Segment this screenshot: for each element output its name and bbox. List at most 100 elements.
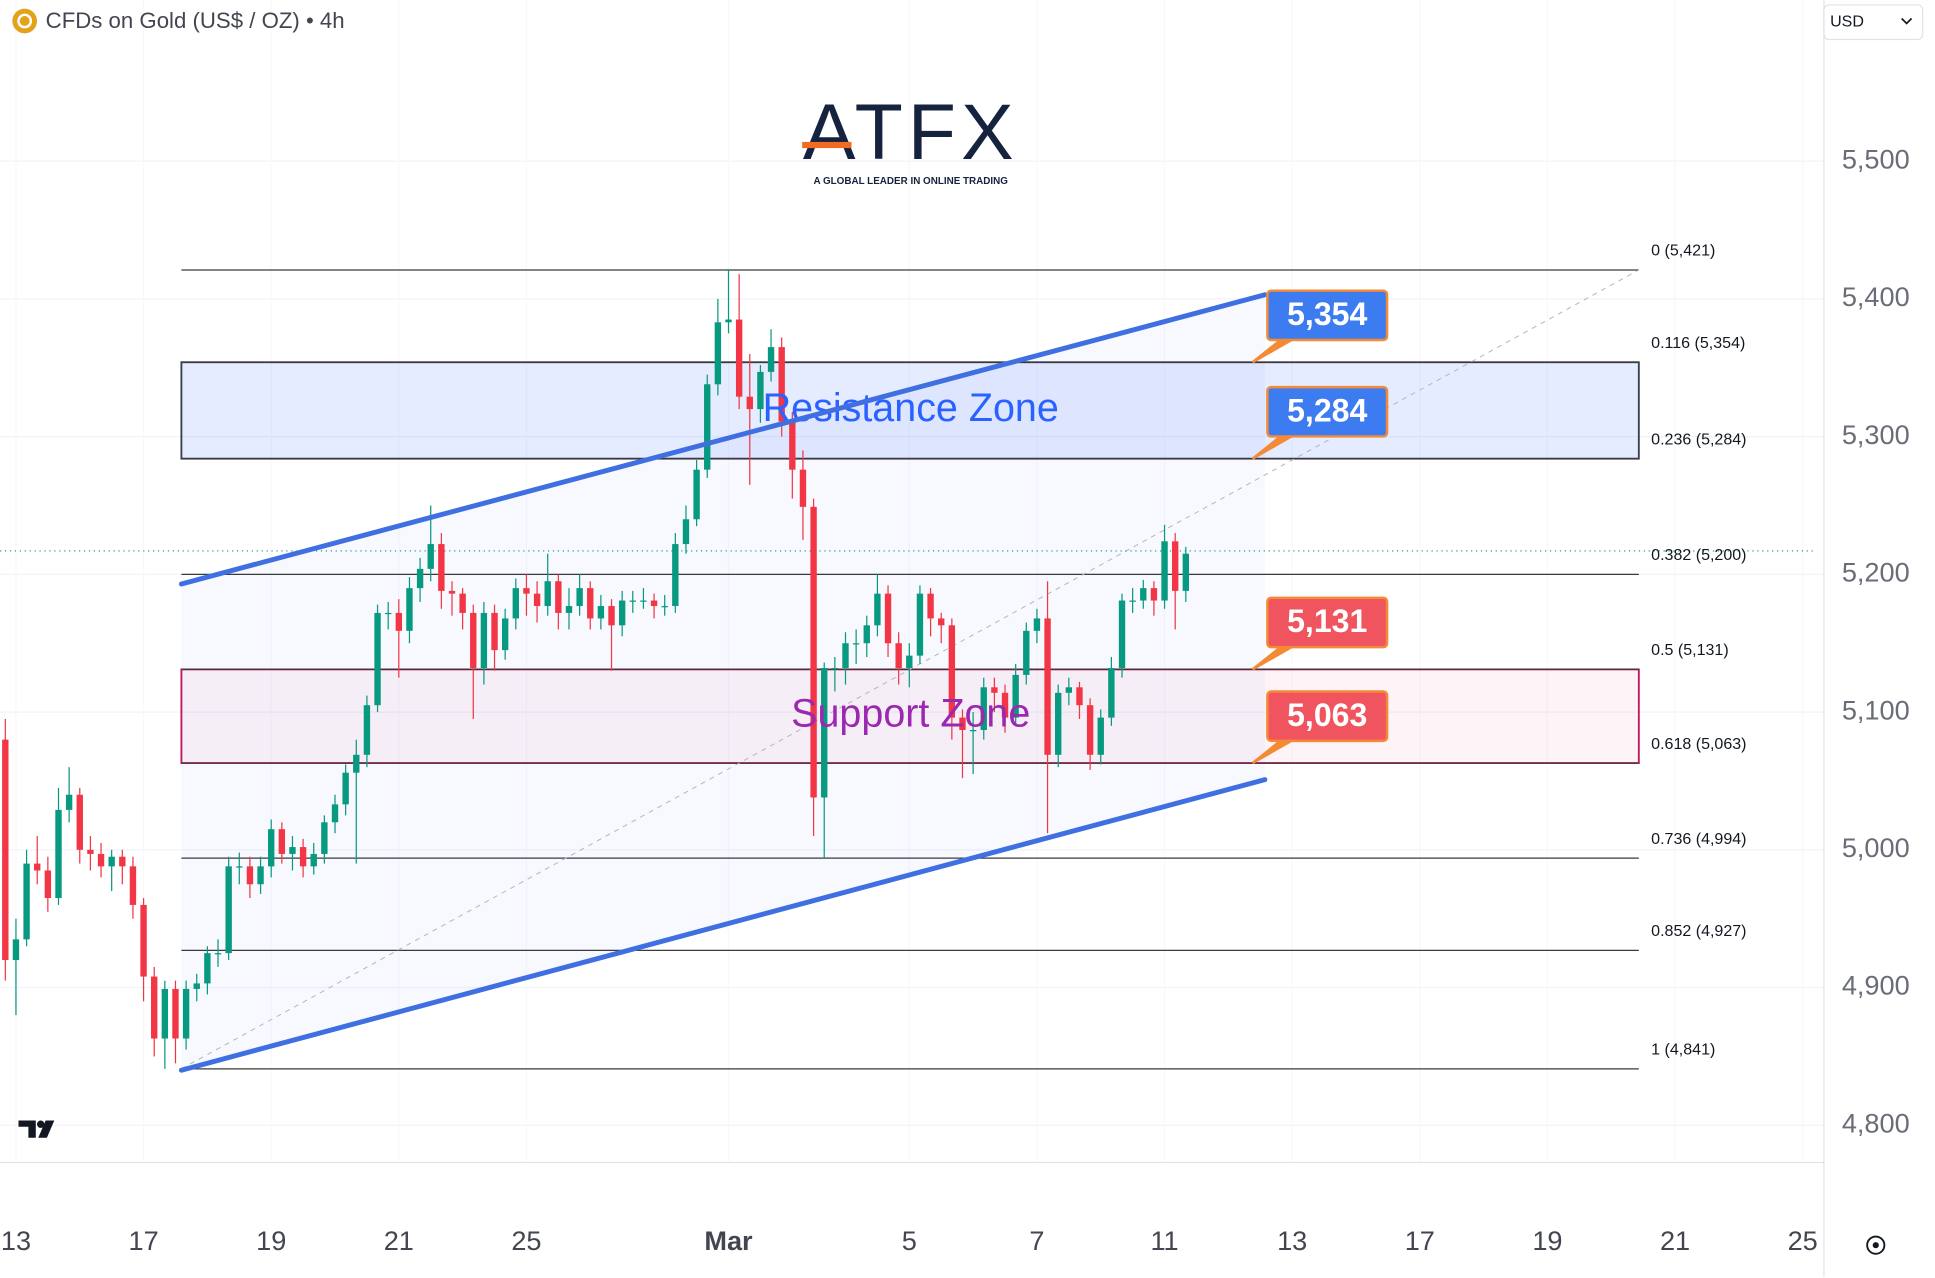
- candle-body: [1055, 692, 1062, 755]
- candle-body: [1033, 618, 1041, 631]
- candle-body: [257, 866, 264, 885]
- candle-body: [268, 829, 275, 867]
- candle-body: [512, 588, 519, 619]
- candle-body: [693, 469, 700, 520]
- candle-body: [906, 655, 913, 669]
- currency-label: USD: [1830, 12, 1864, 30]
- candle-body: [682, 519, 690, 545]
- candle-body: [1161, 541, 1168, 601]
- callout-box: [1266, 289, 1389, 342]
- candle-body: [959, 717, 966, 730]
- x-tick-label: 13: [1, 1225, 31, 1256]
- callout-label: 5,131: [1287, 603, 1367, 639]
- candle-body: [714, 322, 722, 385]
- fib-label: 0 (5,421): [1651, 242, 1715, 260]
- candle-body: [852, 643, 860, 645]
- overlay-layer: 4,800 4,900 5,000 5,100 5,200 5,300 5,400 5,500…: [1, 143, 1910, 1256]
- candle-body: [661, 606, 668, 608]
- candle-body: [597, 606, 605, 619]
- fib-label: 0.116 (5,354): [1651, 334, 1745, 352]
- callout-box: [1266, 596, 1389, 649]
- callout-label: 5,284: [1287, 392, 1367, 428]
- candle-body: [757, 371, 764, 410]
- candle-body: [587, 588, 594, 619]
- candle-body: [331, 804, 339, 823]
- zone-box: [180, 668, 1640, 764]
- candle-body: [884, 593, 892, 644]
- background-layer: [0, 160, 1824, 1126]
- channel-fill: [181, 294, 1265, 1071]
- candle-body: [927, 593, 934, 619]
- candle-body: [799, 469, 807, 507]
- fib-label: 0.5 (5,131): [1651, 641, 1729, 659]
- candle-body: [129, 866, 137, 905]
- y-tick-label: 5,100: [1842, 694, 1910, 725]
- x-tick-label: 21: [384, 1225, 414, 1256]
- symbol-icon: [12, 8, 38, 34]
- zone-label: Support Zone: [791, 692, 1030, 736]
- fib-label: 0.382 (5,200): [1651, 546, 1746, 564]
- fib-trend: [181, 269, 1640, 1070]
- candle-body: [948, 625, 956, 718]
- x-tick-label: 19: [1532, 1225, 1562, 1256]
- candle-body: [1129, 600, 1136, 602]
- candle-body: [44, 870, 52, 899]
- candle-body: [1118, 600, 1126, 669]
- candle-body: [34, 863, 41, 871]
- candle-body: [576, 588, 583, 607]
- candle-body: [97, 853, 105, 867]
- candle-body: [172, 988, 179, 1039]
- candle-body: [2, 739, 9, 961]
- candle-body: [938, 618, 945, 626]
- candle-body: [1097, 717, 1104, 755]
- candle-body: [650, 600, 658, 607]
- candle-body: [353, 754, 360, 773]
- candle-body: [1044, 618, 1051, 755]
- candle-body: [618, 600, 626, 626]
- candle-body: [342, 772, 349, 805]
- candle-body: [1065, 687, 1073, 693]
- candle-body: [1086, 705, 1094, 755]
- settings-icon[interactable]: [1866, 1235, 1886, 1255]
- y-tick-label: 5,200: [1842, 557, 1910, 588]
- candle-body: [767, 347, 775, 372]
- candle-body: [182, 988, 190, 1039]
- zone-label: Resistance Zone: [763, 386, 1059, 430]
- candle-body: [406, 588, 413, 631]
- symbol-icon-ring: [17, 13, 33, 29]
- y-tick-label: 4,800: [1842, 1107, 1910, 1138]
- callout-label: 5,354: [1287, 296, 1367, 332]
- candle-body: [225, 866, 232, 954]
- candle-body: [980, 687, 987, 730]
- currency-caret: [1901, 17, 1913, 25]
- candle-body: [448, 590, 456, 594]
- x-tick-label: 13: [1277, 1225, 1307, 1256]
- x-tick-label: 17: [1405, 1225, 1435, 1256]
- candle-body: [991, 687, 998, 693]
- candle-body: [1171, 541, 1179, 591]
- candle-body: [725, 319, 732, 323]
- candle-body: [831, 668, 839, 670]
- candle-body: [916, 593, 924, 656]
- candle-body: [640, 600, 647, 602]
- candle-body: [214, 953, 222, 955]
- candle-body: [384, 612, 392, 615]
- candle-body: [204, 953, 211, 984]
- x-tick-label: Mar: [704, 1225, 753, 1256]
- candle-body: [746, 396, 753, 410]
- candle-body: [895, 643, 902, 669]
- x-tick-label: 11: [1150, 1225, 1178, 1256]
- candle-body: [544, 581, 551, 607]
- candle-body: [278, 829, 286, 854]
- candle-body: [310, 853, 317, 867]
- y-tick-label: 5,300: [1842, 419, 1910, 450]
- candle-body: [23, 863, 30, 940]
- candle-body: [565, 606, 573, 613]
- callout-label: 5,063: [1287, 697, 1367, 733]
- tv-logo: [18, 1120, 55, 1138]
- x-tick-label: 19: [256, 1225, 286, 1256]
- logo-accent: [802, 141, 852, 149]
- channel-lower: [178, 777, 1268, 1073]
- y-tick-label: 5,400: [1842, 281, 1910, 312]
